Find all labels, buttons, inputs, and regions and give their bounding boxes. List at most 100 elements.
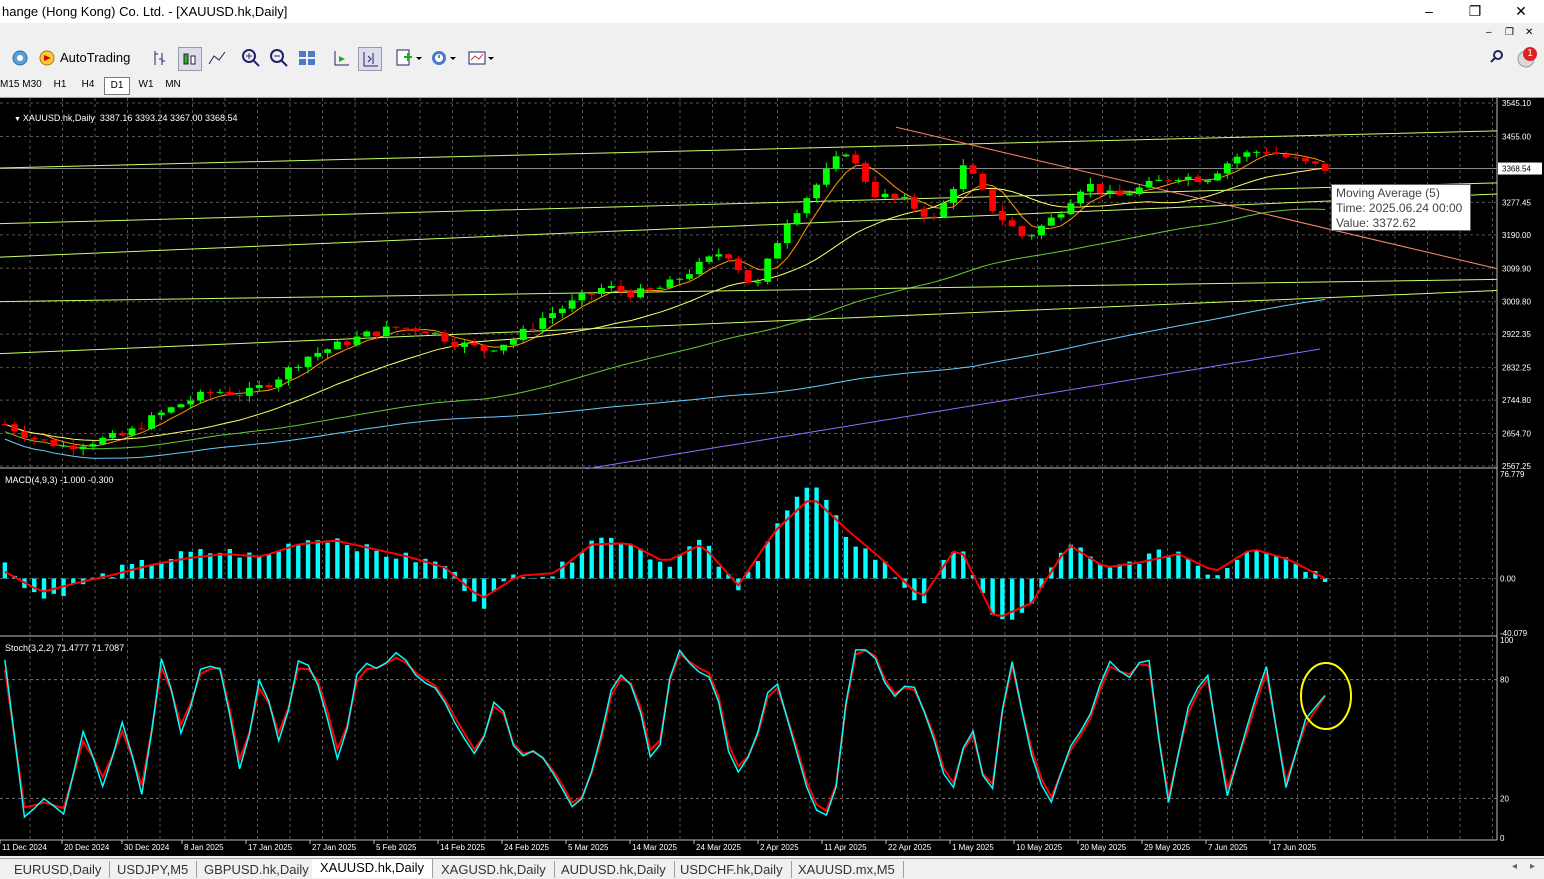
close-button[interactable]: ✕ <box>1515 3 1527 19</box>
window-title: hange (Hong Kong) Co. Ltd. - [XAUUSD.hk,… <box>2 4 288 19</box>
tab-usdchf-hk-daily[interactable]: USDCHF.hk,Daily <box>672 861 792 878</box>
collapse-triangle-icon[interactable]: ▼ <box>14 116 23 123</box>
candle-body <box>167 407 175 413</box>
candle-body <box>109 433 116 438</box>
chart-window[interactable]: 3545.10 3455.00 3277.45 3190.00 3099.90 3009.… <box>0 98 1544 856</box>
ma200-line <box>586 348 1321 470</box>
trendline <box>895 126 1498 270</box>
periodicity-icon[interactable] <box>430 47 458 69</box>
candle-body <box>519 328 527 340</box>
price-tick-label: 3277.45 <box>1502 198 1531 207</box>
candle-body <box>1008 220 1016 227</box>
date-tick-label: 11 Apr 2025 <box>824 843 867 852</box>
candle-body <box>1126 194 1133 196</box>
ma20-line <box>4 167 1326 441</box>
candle-body <box>989 189 997 211</box>
mdi-restore-icon[interactable]: ❐ <box>1505 27 1514 38</box>
chart-canvas[interactable]: 3545.10 3455.00 3277.45 3190.00 3099.90 3009.… <box>0 98 1544 856</box>
candle-body <box>187 400 195 405</box>
timeframes-bar: M15 M30 H1 H4 D1 W1 MN <box>0 73 1544 98</box>
candle-body <box>275 379 283 387</box>
candle-body <box>1047 217 1055 226</box>
candle-body <box>60 445 67 447</box>
date-tick-label: 11 Dec 2024 <box>2 843 47 852</box>
zoom-out-icon[interactable] <box>268 47 290 69</box>
tab-xauusd-hk-daily[interactable]: XAUUSD.hk,Daily <box>312 859 434 878</box>
chart-shift-icon[interactable] <box>358 47 382 71</box>
tile-windows-icon[interactable] <box>296 47 318 69</box>
highlight-circle <box>1300 662 1352 730</box>
timeframe-d1[interactable]: D1 <box>104 77 130 95</box>
main-chart-info: XAUUSD.hk,Daily 3387.16 3393.24 3367.00 … <box>22 113 238 123</box>
candle-body <box>607 286 615 289</box>
candle-body <box>715 254 723 257</box>
tab-usdjpy-m5[interactable]: USDJPY,M5 <box>109 861 198 878</box>
candle-body <box>157 412 165 416</box>
bar-chart-icon[interactable] <box>150 47 172 69</box>
autotrading-button[interactable]: AutoTrading <box>36 47 134 69</box>
mdi-controls: – ❐ ✕ <box>1480 25 1544 43</box>
candle-body <box>226 391 234 396</box>
minimize-button[interactable]: – <box>1425 3 1433 19</box>
candle-body <box>969 165 977 174</box>
timeframe-w1[interactable]: W1 <box>138 79 154 90</box>
timeframe-m30[interactable]: M30 <box>22 79 42 90</box>
date-tick-label: 27 Jan 2025 <box>312 843 357 852</box>
candle-body <box>461 342 468 347</box>
notifications-icon[interactable]: 1 <box>1514 47 1542 69</box>
stoch-signal-line <box>3 649 1326 812</box>
candle-body <box>382 326 390 337</box>
price-tick-label: 3009.80 <box>1502 298 1531 307</box>
timeframe-m15[interactable]: M15 <box>0 79 20 90</box>
candle-body <box>412 328 420 332</box>
stoch-tick-label: 20 <box>1500 794 1509 803</box>
candle-body <box>695 261 703 275</box>
candle-body <box>1116 190 1124 196</box>
timeframe-h4[interactable]: H4 <box>81 79 95 90</box>
signal-icon[interactable] <box>10 47 30 69</box>
candle-body <box>666 279 674 288</box>
tab-scroll-right-icon[interactable]: ▸ <box>1530 861 1536 872</box>
tab-xagusd-hk-daily[interactable]: XAGUSD.hk,Daily <box>433 861 555 878</box>
auto-scroll-icon[interactable] <box>330 47 352 69</box>
candle-body <box>930 216 938 218</box>
candle-body <box>920 208 928 217</box>
tab-gbpusd-hk-daily[interactable]: GBPUSD.hk,Daily <box>196 861 318 878</box>
candle-body <box>637 288 644 298</box>
tab-xauusd-mx-m5[interactable]: XAUUSD.mx,M5 <box>790 861 904 878</box>
date-tick-label: 8 Jan 2025 <box>184 843 224 852</box>
zoom-in-icon[interactable] <box>240 47 262 69</box>
candle-body <box>353 336 361 345</box>
timeframe-h1[interactable]: H1 <box>53 79 67 90</box>
candle-body <box>910 197 918 209</box>
search-icon[interactable] <box>1488 47 1506 69</box>
mdi-close-icon[interactable]: ✕ <box>1525 27 1534 38</box>
templates-icon[interactable] <box>466 47 496 69</box>
candle-body <box>197 391 204 401</box>
candle-body <box>1302 158 1309 162</box>
candlestick-icon[interactable] <box>178 47 202 71</box>
candle-body <box>333 341 341 350</box>
line-chart-icon[interactable] <box>206 47 228 69</box>
tab-eurusd-daily[interactable]: EURUSD,Daily <box>6 861 111 878</box>
candle-body <box>734 258 742 271</box>
candle-body <box>646 288 654 290</box>
tab-audusd-hk-daily[interactable]: AUDUSD.hk,Daily <box>553 861 675 878</box>
candle-body <box>451 341 459 347</box>
price-tick-label: 2832.25 <box>1502 364 1531 373</box>
candle-body <box>69 445 77 450</box>
candle-body <box>871 181 879 198</box>
macd-header: MACD(4,9,3) -1.000 -0.300 <box>5 475 114 485</box>
candle-body <box>206 391 214 393</box>
candle-body <box>89 444 97 447</box>
timeframe-mn[interactable]: MN <box>165 79 181 90</box>
tab-scroll-left-icon[interactable]: ◂ <box>1512 861 1518 872</box>
candle-body <box>216 391 224 393</box>
macd-tick-label: -40.079 <box>1500 629 1528 638</box>
candle-body <box>343 341 351 345</box>
restore-button[interactable]: ❐ <box>1468 3 1482 19</box>
mdi-minimize-icon[interactable]: – <box>1486 27 1492 38</box>
candle-body <box>891 193 899 199</box>
indicators-icon[interactable] <box>394 47 422 69</box>
candle-body <box>470 342 478 346</box>
